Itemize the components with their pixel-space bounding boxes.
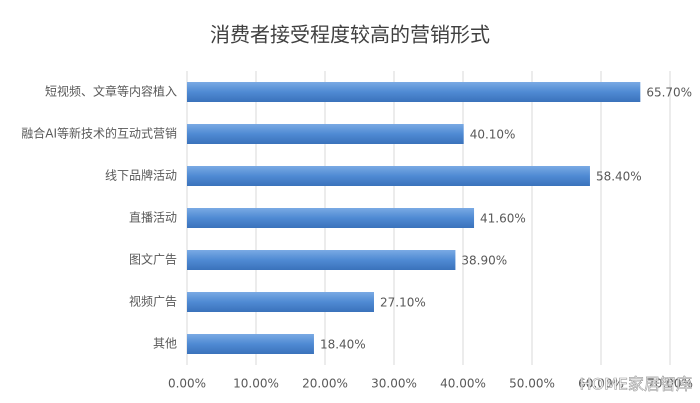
value-label: 40.10% (470, 128, 516, 142)
x-tick-label: 0.00% (168, 377, 206, 391)
watermark: HOME家居智库 (579, 375, 692, 394)
value-label: 58.40% (596, 170, 642, 184)
x-tick-label: 60.00% (578, 377, 624, 391)
bar (187, 292, 374, 312)
y-tick-label: 视频广告 (129, 294, 177, 309)
value-label: 65.70% (646, 86, 692, 100)
bar (187, 208, 475, 228)
value-label: 38.90% (461, 254, 507, 268)
chart-title: 消费者接受程度较高的营销形式 (210, 23, 490, 47)
y-tick-label: 融合AI等新技术的互动式营销 (21, 126, 177, 141)
y-tick-label: 直播活动 (129, 211, 177, 225)
bar (187, 334, 314, 354)
x-tick-label: 10.00% (233, 377, 279, 391)
y-tick-label: 线下品牌活动 (105, 169, 177, 183)
bar (187, 124, 464, 144)
value-label: 27.10% (380, 296, 426, 310)
y-tick-label: 短视频、文章等内容植入 (45, 84, 177, 99)
y-tick-label: 其他 (153, 337, 177, 351)
x-tick-label: 50.00% (509, 377, 555, 391)
value-label: 41.60% (480, 212, 526, 226)
x-tick-label: 20.00% (302, 377, 348, 391)
bar (187, 166, 590, 186)
bar (187, 82, 641, 102)
y-tick-label: 图文广告 (129, 252, 177, 267)
value-label: 18.40% (320, 338, 366, 352)
x-tick-label: 30.00% (371, 377, 417, 391)
x-tick-label: 70.00% (647, 377, 693, 391)
bar (187, 250, 456, 270)
x-tick-label: 40.00% (440, 377, 486, 391)
